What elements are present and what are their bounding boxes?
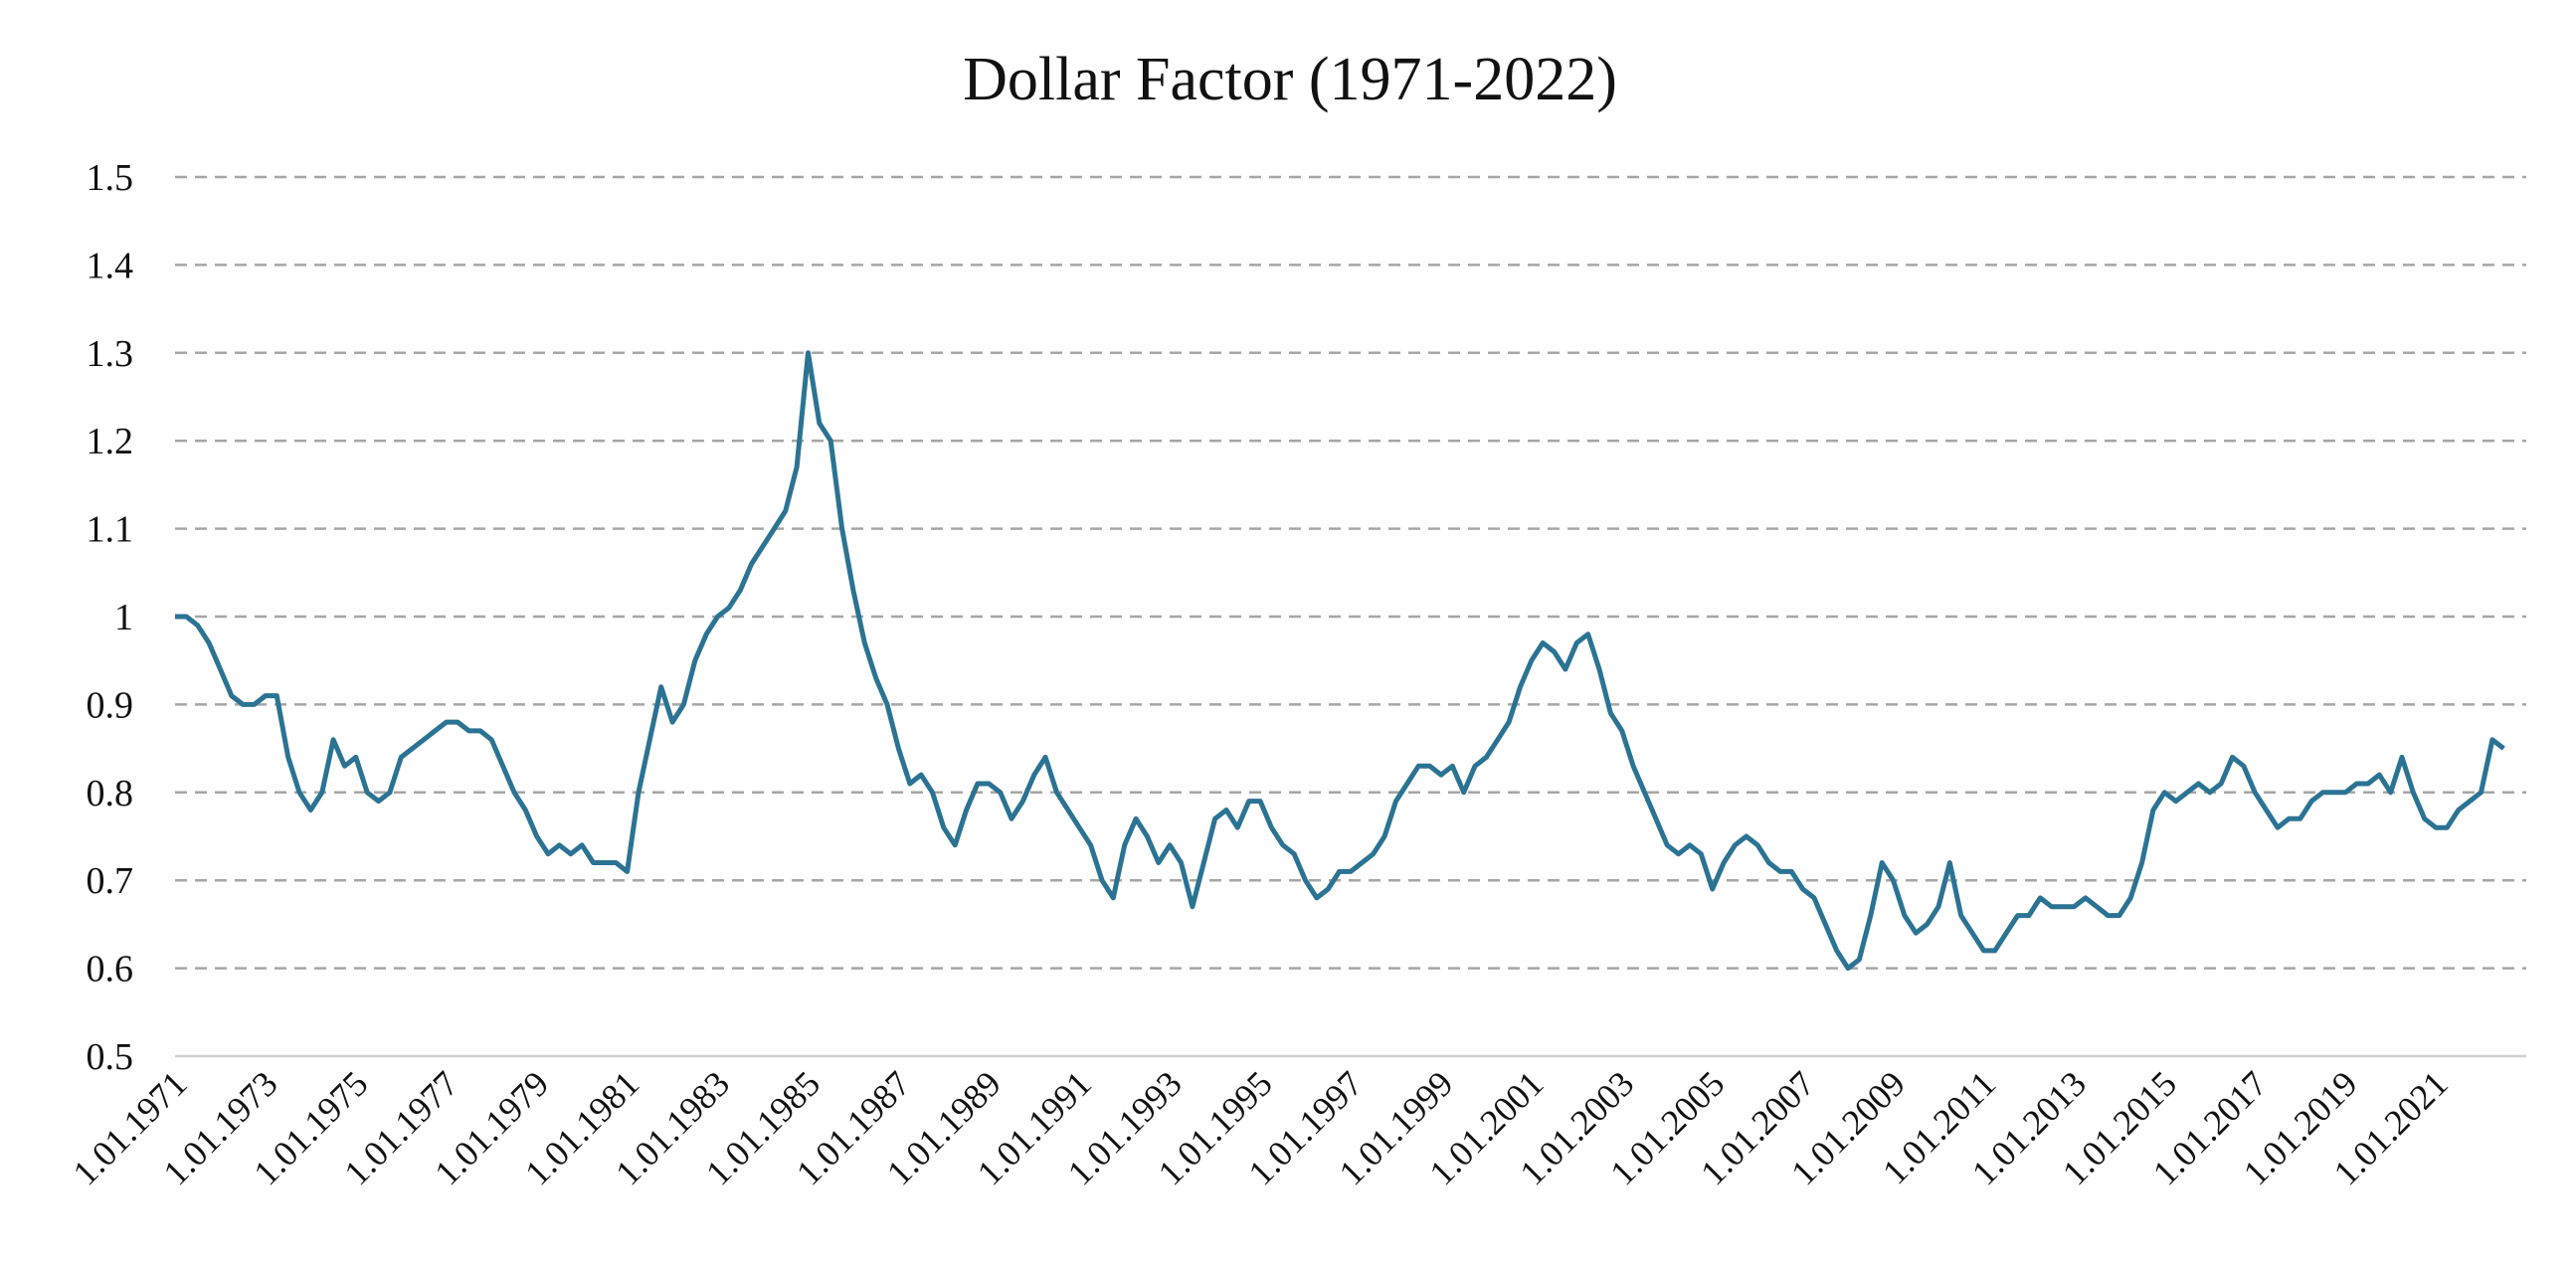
y-tick-label: 1.4 (87, 245, 134, 286)
y-tick-label: 0.9 (87, 684, 134, 726)
y-tick-label: 1.2 (87, 421, 134, 462)
chart-title: Dollar Factor (1971-2022) (963, 46, 1617, 113)
y-tick-label: 0.6 (87, 949, 134, 991)
y-tick-label: 1.1 (87, 509, 134, 551)
y-tick-label: 0.5 (87, 1036, 134, 1078)
y-tick-label: 0.7 (87, 860, 134, 902)
y-tick-label: 0.8 (87, 773, 134, 814)
y-tick-label: 1.3 (87, 333, 134, 375)
y-tick-label: 1 (114, 597, 133, 638)
data-line (175, 350, 2505, 972)
y-tick-label: 1.5 (87, 157, 134, 199)
